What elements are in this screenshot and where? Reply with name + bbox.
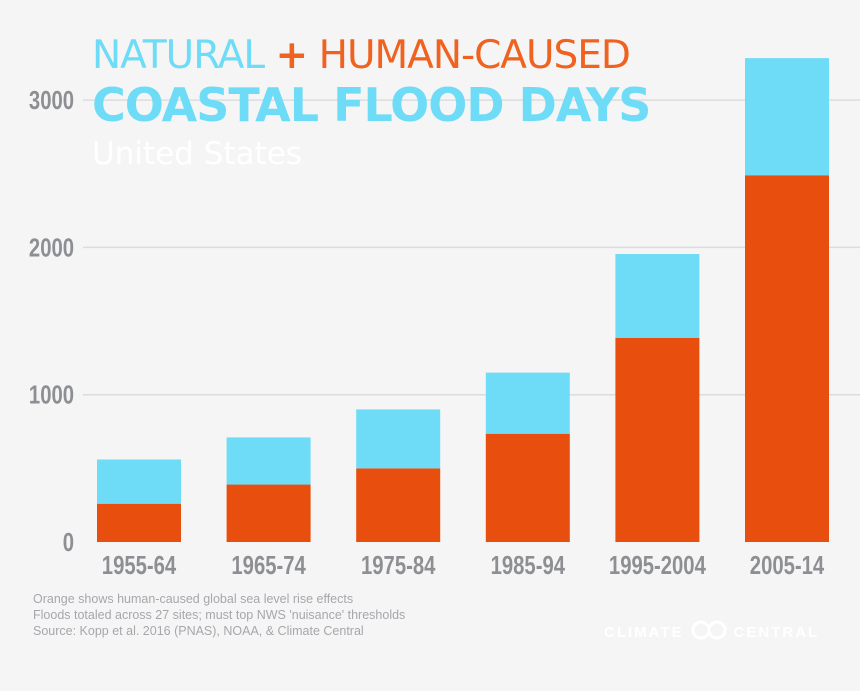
chart-title: NATURAL + HUMAN-CAUSED COASTAL FLOOD DAY…	[92, 34, 651, 173]
chart-subtitle: United States	[92, 136, 302, 172]
bar-natural	[485, 372, 570, 434]
x-tick-label: 1955-64	[102, 551, 176, 580]
title-natural: NATURAL	[92, 33, 265, 78]
climate-central-logo: CLIMATE CENTRAL	[604, 619, 819, 645]
bar-human-caused	[226, 484, 311, 542]
note-line: Orange shows human-caused global sea lev…	[33, 592, 354, 606]
x-tick-label: 1975-84	[361, 551, 435, 580]
bar-human-caused	[745, 175, 829, 542]
x-tick-label: 1995-2004	[609, 551, 706, 580]
note-line: Floods totaled across 27 sites; must top…	[33, 608, 406, 622]
y-tick-label: 0	[63, 528, 74, 557]
title-line-2: COASTAL FLOOD DAYS	[92, 78, 651, 132]
y-axis-ticks: 0 1000 2000 3000	[29, 86, 74, 557]
chart-notes: Orange shows human-caused global sea lev…	[33, 591, 405, 639]
bar-natural	[97, 459, 181, 504]
logo-text-left: CLIMATE	[604, 623, 684, 641]
bar-human-caused	[615, 337, 700, 542]
y-tick-label: 3000	[29, 86, 74, 115]
logo-text-right: CENTRAL	[733, 623, 820, 641]
title-plus: +	[275, 33, 309, 78]
note-line: Source: Kopp et al. 2016 (PNAS), NOAA, &…	[33, 624, 364, 638]
bar-human-caused	[356, 468, 441, 542]
bar-natural	[356, 409, 441, 469]
bar-natural	[745, 58, 829, 176]
bar-natural	[226, 437, 311, 485]
y-tick-label: 2000	[29, 233, 74, 262]
bar-human-caused	[485, 433, 570, 542]
y-tick-label: 1000	[29, 380, 74, 409]
bar-natural	[615, 254, 700, 338]
x-tick-label: 1985-94	[491, 551, 565, 580]
x-tick-label: 1965-74	[231, 551, 305, 580]
title-line-1: NATURAL + HUMAN-CAUSED	[92, 34, 650, 78]
climate-central-logo-icon	[690, 619, 728, 645]
grid-lines	[83, 99, 860, 396]
bars	[97, 58, 829, 542]
bar-human-caused	[97, 503, 181, 542]
title-human-caused: HUMAN-CAUSED	[318, 33, 631, 78]
x-axis-ticks: 1955-64 1965-74 1975-84 1985-94 1995-2004 200…	[102, 551, 824, 580]
x-tick-label: 2005-14	[750, 551, 824, 580]
